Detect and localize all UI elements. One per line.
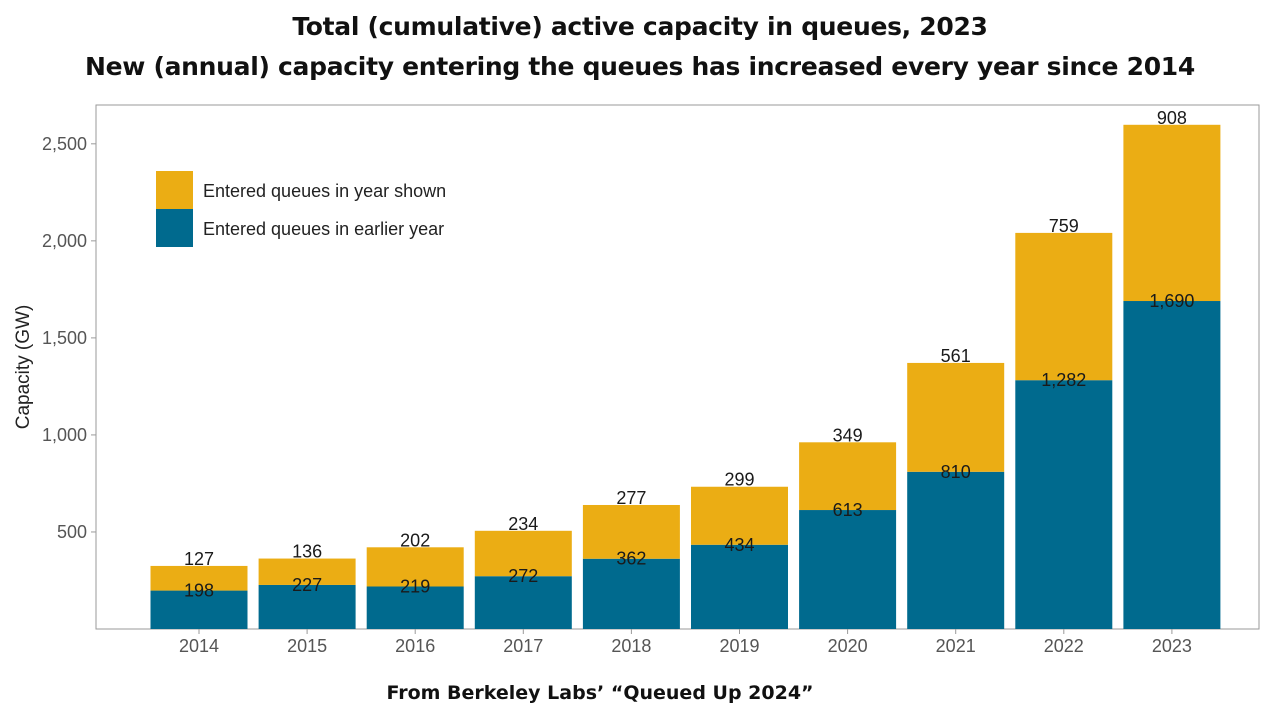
bar-earlier-year	[799, 510, 897, 629]
legend-label: Entered queues in year shown	[203, 181, 446, 201]
bar-year-shown	[474, 530, 572, 577]
bar-earlier-year	[366, 586, 464, 629]
bar-earlier-year	[582, 558, 680, 629]
bars	[150, 124, 1221, 629]
y-axis: 500 1,000 1,500 2,000 2,500	[42, 134, 96, 542]
data-label-year-shown: 349	[833, 425, 863, 445]
bar-year-shown	[691, 486, 788, 545]
y-tick-label: 500	[57, 522, 87, 542]
x-tick-label: 2020	[828, 636, 868, 656]
legend-swatch	[156, 171, 193, 209]
bar-earlier-year	[1123, 301, 1221, 629]
x-tick-label: 2016	[395, 636, 435, 656]
data-label-earlier-year: 613	[833, 500, 863, 520]
data-label-year-shown: 136	[292, 542, 322, 562]
x-tick-label: 2015	[287, 636, 327, 656]
chart-subtitle: New (annual) capacity entering the queue…	[84, 52, 1195, 81]
bar-year-shown	[366, 547, 464, 587]
source-note: From Berkeley Labs’ “Queued Up 2024”	[386, 682, 814, 704]
legend: Entered queues in year shown Entered queu…	[156, 171, 446, 247]
y-tick-label: 1,500	[42, 328, 87, 348]
data-label-year-shown: 234	[508, 514, 538, 534]
x-tick-label: 2018	[611, 636, 651, 656]
x-tick-label: 2023	[1152, 636, 1192, 656]
data-label-earlier-year: 1,690	[1149, 291, 1194, 311]
x-tick-label: 2014	[179, 636, 219, 656]
bar-earlier-year	[258, 584, 356, 629]
data-label-earlier-year: 362	[616, 549, 646, 569]
data-label-year-shown: 759	[1049, 216, 1079, 236]
bar-year-shown	[799, 442, 897, 511]
x-tick-label: 2022	[1044, 636, 1084, 656]
data-label-earlier-year: 198	[184, 581, 214, 601]
data-label-earlier-year: 219	[400, 576, 430, 596]
bar-year-shown	[1123, 124, 1221, 302]
data-label-year-shown: 277	[616, 488, 646, 508]
data-label-earlier-year: 434	[724, 535, 754, 555]
y-tick-label: 2,000	[42, 231, 87, 251]
data-label-earlier-year: 272	[508, 566, 538, 586]
data-label-earlier-year: 227	[292, 575, 322, 595]
bar-earlier-year	[1015, 380, 1113, 629]
x-tick-label: 2021	[936, 636, 976, 656]
data-label-earlier-year: 1,282	[1041, 370, 1086, 390]
data-label-year-shown: 202	[400, 530, 430, 550]
y-axis-label: Capacity (GW)	[13, 305, 34, 430]
bar-year-shown	[582, 504, 680, 559]
bar-earlier-year	[150, 590, 248, 629]
bar-year-shown	[1015, 232, 1113, 381]
data-label-year-shown: 561	[941, 346, 971, 366]
y-tick-label: 1,000	[42, 425, 87, 445]
x-axis: 2014 2015 2016 2017 2018 2019 2020 2021 2022 2023	[179, 629, 1192, 656]
x-tick-label: 2017	[503, 636, 543, 656]
x-tick-label: 2019	[719, 636, 759, 656]
bar-year-shown	[258, 558, 356, 585]
chart-title: Total (cumulative) active capacity in qu…	[292, 12, 988, 41]
data-label-year-shown: 299	[724, 470, 754, 490]
y-tick-label: 2,500	[42, 134, 87, 154]
value-labels: 198 127 227 136 219 202 272 234 362 277 434 299 613 3…	[184, 108, 1194, 601]
bar-earlier-year	[474, 576, 572, 629]
data-label-year-shown: 127	[184, 549, 214, 569]
bar-year-shown	[150, 565, 248, 591]
legend-swatch	[156, 209, 193, 247]
bar-year-shown	[907, 362, 1005, 472]
legend-label: Entered queues in earlier year	[203, 219, 444, 239]
data-label-earlier-year: 810	[941, 462, 971, 482]
bar-earlier-year	[691, 544, 788, 629]
data-label-year-shown: 908	[1157, 108, 1187, 128]
bar-earlier-year	[907, 471, 1005, 629]
